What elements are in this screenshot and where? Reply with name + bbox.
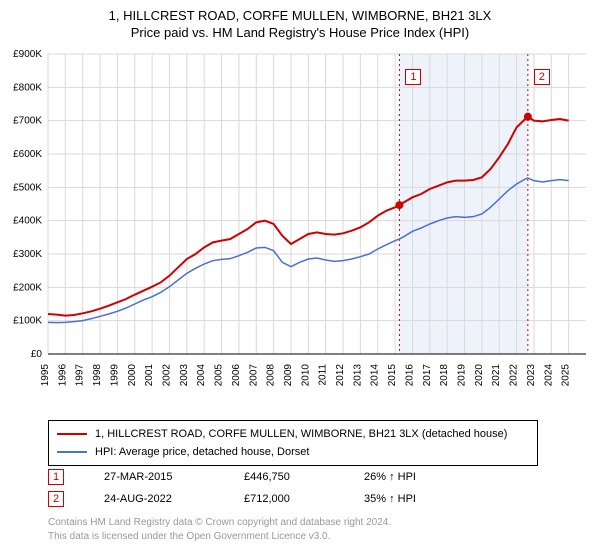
footnote-line2: This data is licensed under the Open Gov… <box>48 530 391 544</box>
svg-text:2018: 2018 <box>439 364 450 387</box>
svg-text:2000: 2000 <box>127 364 138 387</box>
svg-text:£300K: £300K <box>13 249 42 260</box>
legend-row-hpi: HPI: Average price, detached house, Dors… <box>57 443 529 461</box>
sale-date-2: 24-AUG-2022 <box>104 493 204 505</box>
chart-area: £0£100K£200K£300K£400K£500K£600K£700K£80… <box>48 50 586 410</box>
legend-row-property: 1, HILLCREST ROAD, CORFE MULLEN, WIMBORN… <box>57 425 529 443</box>
svg-text:2008: 2008 <box>266 364 277 387</box>
svg-text:£0: £0 <box>31 349 43 360</box>
svg-text:£400K: £400K <box>13 216 42 227</box>
legend-swatch-property <box>57 433 87 435</box>
svg-text:2024: 2024 <box>543 364 554 387</box>
svg-text:2017: 2017 <box>422 364 433 387</box>
svg-text:2004: 2004 <box>196 364 207 387</box>
svg-text:2003: 2003 <box>179 364 190 387</box>
svg-text:2011: 2011 <box>318 364 329 386</box>
chart-title-line2: Price paid vs. HM Land Registry's House … <box>0 23 600 40</box>
svg-text:£800K: £800K <box>13 82 42 93</box>
sale-row-2: 2 24-AUG-2022 £712,000 35% ↑ HPI <box>48 488 444 510</box>
svg-text:2007: 2007 <box>248 364 259 387</box>
footnote-line1: Contains HM Land Registry data © Crown c… <box>48 516 391 530</box>
svg-text:2015: 2015 <box>387 364 398 387</box>
svg-text:2020: 2020 <box>474 364 485 387</box>
svg-text:2022: 2022 <box>509 364 520 387</box>
svg-text:1999: 1999 <box>109 364 120 387</box>
sale-badge-2: 2 <box>48 491 64 507</box>
chart-title-line1: 1, HILLCREST ROAD, CORFE MULLEN, WIMBORN… <box>0 0 600 23</box>
sale-badge-1: 1 <box>48 469 64 485</box>
svg-text:£200K: £200K <box>13 282 42 293</box>
svg-text:1996: 1996 <box>57 364 68 387</box>
svg-text:£500K: £500K <box>13 182 42 193</box>
svg-text:1997: 1997 <box>75 364 86 387</box>
sale-row-1: 1 27-MAR-2015 £446,750 26% ↑ HPI <box>48 466 444 488</box>
svg-text:2009: 2009 <box>283 364 294 387</box>
sale-pct-1: 26% ↑ HPI <box>364 471 444 483</box>
svg-text:£100K: £100K <box>13 316 42 327</box>
svg-text:2012: 2012 <box>335 364 346 387</box>
annotation-badge-2: 2 <box>534 69 550 85</box>
svg-text:2013: 2013 <box>352 364 363 387</box>
chart-svg: £0£100K£200K£300K£400K£500K£600K£700K£80… <box>48 50 586 410</box>
svg-text:£900K: £900K <box>13 49 42 60</box>
annotation-badge-1: 1 <box>405 69 421 85</box>
svg-text:1995: 1995 <box>40 364 51 387</box>
svg-text:2014: 2014 <box>370 364 381 387</box>
svg-text:2010: 2010 <box>300 364 311 387</box>
footnote: Contains HM Land Registry data © Crown c… <box>48 516 391 544</box>
svg-text:2005: 2005 <box>214 364 225 387</box>
svg-text:1998: 1998 <box>92 364 103 387</box>
svg-text:2001: 2001 <box>144 364 155 387</box>
svg-text:2002: 2002 <box>161 364 172 387</box>
legend-label-property: 1, HILLCREST ROAD, CORFE MULLEN, WIMBORN… <box>95 428 507 440</box>
sale-date-1: 27-MAR-2015 <box>104 471 204 483</box>
svg-text:£600K: £600K <box>13 149 42 160</box>
legend-label-hpi: HPI: Average price, detached house, Dors… <box>95 446 309 458</box>
svg-text:2006: 2006 <box>231 364 242 387</box>
sale-pct-2: 35% ↑ HPI <box>364 493 444 505</box>
svg-text:2023: 2023 <box>526 364 537 387</box>
legend-swatch-hpi <box>57 451 87 453</box>
svg-text:2019: 2019 <box>457 364 468 387</box>
sale-price-2: £712,000 <box>244 493 324 505</box>
svg-text:2025: 2025 <box>561 364 572 387</box>
sales-table: 1 27-MAR-2015 £446,750 26% ↑ HPI 2 24-AU… <box>48 466 444 510</box>
svg-text:£700K: £700K <box>13 116 42 127</box>
svg-text:2021: 2021 <box>491 364 502 387</box>
sale-price-1: £446,750 <box>244 471 324 483</box>
svg-text:2016: 2016 <box>404 364 415 387</box>
legend-box: 1, HILLCREST ROAD, CORFE MULLEN, WIMBORN… <box>48 420 538 466</box>
